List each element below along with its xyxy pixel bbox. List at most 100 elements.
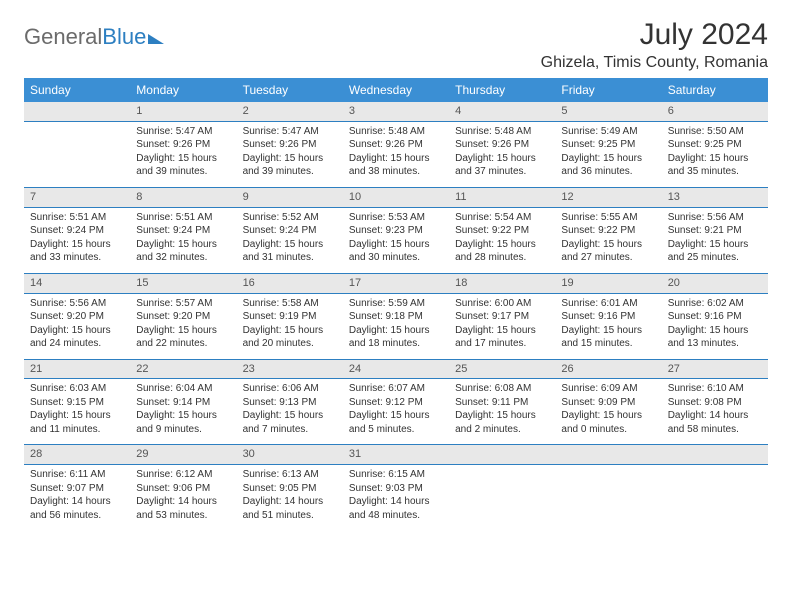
cell-line: Sunset: 9:25 PM [561, 138, 655, 152]
cell-line: Daylight: 15 hours [561, 409, 655, 423]
cell-line: Sunset: 9:21 PM [668, 224, 762, 238]
weekday-header: Saturday [662, 78, 768, 102]
cell-line: Daylight: 15 hours [243, 152, 337, 166]
cell-line: Daylight: 15 hours [136, 152, 230, 166]
cell-line: and 48 minutes. [349, 509, 443, 523]
day-number-cell: 19 [555, 273, 661, 293]
header: GeneralBlue July 2024 Ghizela, Timis Cou… [24, 18, 768, 72]
day-number-cell: 26 [555, 359, 661, 379]
cell-line: Daylight: 15 hours [136, 238, 230, 252]
cell-line: and 35 minutes. [668, 165, 762, 179]
day-number-cell: 12 [555, 187, 661, 207]
cell-line: and 38 minutes. [349, 165, 443, 179]
cell-line: Sunrise: 5:51 AM [136, 211, 230, 225]
cell-line: Sunrise: 5:48 AM [455, 125, 549, 139]
day-number-cell: 31 [343, 445, 449, 465]
day-number-cell: 17 [343, 273, 449, 293]
cell-line: Daylight: 15 hours [243, 409, 337, 423]
cell-line: Daylight: 15 hours [455, 152, 549, 166]
day-content-cell: Sunrise: 6:15 AMSunset: 9:03 PMDaylight:… [343, 465, 449, 531]
cell-line: and 13 minutes. [668, 337, 762, 351]
day-content-cell: Sunrise: 5:55 AMSunset: 9:22 PMDaylight:… [555, 207, 661, 273]
day-number-cell: 15 [130, 273, 236, 293]
cell-line: and 0 minutes. [561, 423, 655, 437]
weekday-header: Thursday [449, 78, 555, 102]
day-content-cell: Sunrise: 5:56 AMSunset: 9:20 PMDaylight:… [24, 293, 130, 359]
cell-line: and 5 minutes. [349, 423, 443, 437]
cell-line: Daylight: 15 hours [455, 409, 549, 423]
cell-line: Sunset: 9:20 PM [30, 310, 124, 324]
cell-line: Sunrise: 6:10 AM [668, 382, 762, 396]
day-content-cell: Sunrise: 5:53 AMSunset: 9:23 PMDaylight:… [343, 207, 449, 273]
day-content-cell: Sunrise: 5:58 AMSunset: 9:19 PMDaylight:… [237, 293, 343, 359]
content-row: Sunrise: 5:56 AMSunset: 9:20 PM Daylight:… [24, 293, 768, 359]
calendar-page: GeneralBlue July 2024 Ghizela, Timis Cou… [0, 0, 792, 541]
cell-line: Sunset: 9:13 PM [243, 396, 337, 410]
cell-line: Sunrise: 5:50 AM [668, 125, 762, 139]
calendar-header-row: Sunday Monday Tuesday Wednesday Thursday… [24, 78, 768, 102]
cell-line: Sunset: 9:12 PM [349, 396, 443, 410]
day-content-cell: Sunrise: 6:00 AMSunset: 9:17 PMDaylight:… [449, 293, 555, 359]
day-number-cell: 28 [24, 445, 130, 465]
cell-line: Sunrise: 6:13 AM [243, 468, 337, 482]
cell-line: Sunrise: 5:54 AM [455, 211, 549, 225]
content-row: Sunrise: 5:47 AMSunset: 9:26 PMDaylight:… [24, 121, 768, 187]
day-number-cell: 5 [555, 102, 661, 121]
content-row: Sunrise: 6:03 AMSunset: 9:15 PMDaylight:… [24, 379, 768, 445]
cell-line: Sunset: 9:09 PM [561, 396, 655, 410]
cell-line: Daylight: 15 hours [243, 324, 337, 338]
day-number-cell: 30 [237, 445, 343, 465]
day-number-cell: 25 [449, 359, 555, 379]
cell-line: Daylight: 15 hours [668, 152, 762, 166]
cell-line: Sunrise: 6:04 AM [136, 382, 230, 396]
cell-line: and 33 minutes. [30, 251, 124, 265]
cell-line: and 2 minutes. [455, 423, 549, 437]
cell-line: Sunrise: 5:56 AM [30, 297, 124, 311]
cell-line: Daylight: 15 hours [30, 409, 124, 423]
logo-text-general: General [24, 24, 102, 50]
cell-line: Sunrise: 5:48 AM [349, 125, 443, 139]
cell-line: Daylight: 15 hours [243, 238, 337, 252]
day-number-cell: 9 [237, 187, 343, 207]
cell-line: Sunset: 9:03 PM [349, 482, 443, 496]
logo: GeneralBlue [24, 18, 164, 50]
day-content-cell: Sunrise: 5:47 AMSunset: 9:26 PMDaylight:… [130, 121, 236, 187]
cell-line: Sunrise: 5:53 AM [349, 211, 443, 225]
cell-line: and 9 minutes. [136, 423, 230, 437]
calendar-table: Sunday Monday Tuesday Wednesday Thursday… [24, 78, 768, 531]
daynum-row: 14151617181920 [24, 273, 768, 293]
weekday-header: Monday [130, 78, 236, 102]
cell-line: Daylight: 15 hours [30, 238, 124, 252]
cell-line: and 39 minutes. [136, 165, 230, 179]
cell-line: Sunset: 9:24 PM [136, 224, 230, 238]
cell-line: Daylight: 15 hours [349, 324, 443, 338]
cell-line: Daylight: 15 hours [349, 152, 443, 166]
weekday-header: Tuesday [237, 78, 343, 102]
cell-line: and 18 minutes. [349, 337, 443, 351]
month-title: July 2024 [541, 18, 768, 52]
cell-line: and 7 minutes. [243, 423, 337, 437]
weekday-header: Sunday [24, 78, 130, 102]
day-number-cell: 18 [449, 273, 555, 293]
cell-line: Daylight: 14 hours [136, 495, 230, 509]
day-content-cell [662, 465, 768, 531]
cell-line: Sunrise: 5:49 AM [561, 125, 655, 139]
day-content-cell: Sunrise: 5:48 AMSunset: 9:26 PMDaylight:… [449, 121, 555, 187]
cell-line: and 24 minutes. [30, 337, 124, 351]
day-content-cell: Sunrise: 6:06 AMSunset: 9:13 PMDaylight:… [237, 379, 343, 445]
cell-line: Sunset: 9:26 PM [136, 138, 230, 152]
location: Ghizela, Timis County, Romania [541, 54, 768, 72]
cell-line: and 17 minutes. [455, 337, 549, 351]
cell-line: Sunrise: 5:51 AM [30, 211, 124, 225]
day-content-cell: Sunrise: 5:57 AMSunset: 9:20 PMDaylight:… [130, 293, 236, 359]
cell-line: Sunset: 9:11 PM [455, 396, 549, 410]
cell-line: Sunrise: 6:06 AM [243, 382, 337, 396]
day-number-cell: 21 [24, 359, 130, 379]
cell-line: Sunrise: 6:09 AM [561, 382, 655, 396]
day-content-cell: Sunrise: 6:04 AMSunset: 9:14 PMDaylight:… [130, 379, 236, 445]
cell-line: Sunrise: 5:47 AM [136, 125, 230, 139]
day-number-cell [662, 445, 768, 465]
cell-line: and 37 minutes. [455, 165, 549, 179]
cell-line: Sunrise: 6:11 AM [30, 468, 124, 482]
cell-line: Sunrise: 6:15 AM [349, 468, 443, 482]
